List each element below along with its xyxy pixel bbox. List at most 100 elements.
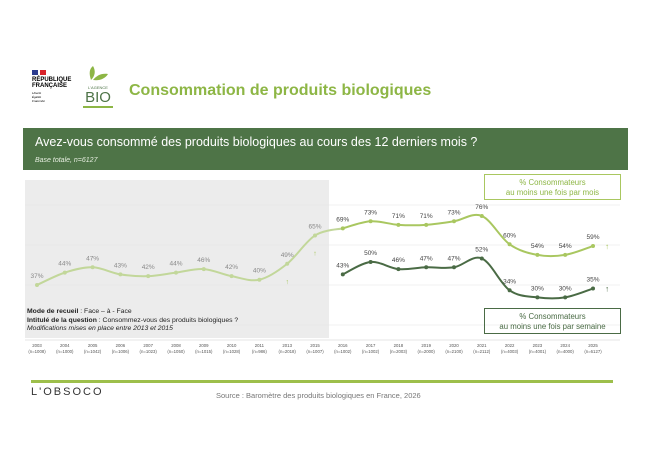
series-line-monthly: [342, 213, 594, 258]
republique-francaise-logo: RÉPUBLIQUE FRANÇAISE Liberté Égalité Fra…: [32, 70, 72, 103]
x-tick-sample-size: (n=2003): [390, 349, 408, 354]
x-tick-sample-size: (n=1008): [28, 349, 46, 354]
x-tick-sample-size: (n=1002): [334, 349, 352, 354]
data-point: [340, 272, 345, 277]
x-tick-sample-size: (n=6127): [584, 349, 602, 354]
x-tick-sample-size: (n=4003): [501, 349, 519, 354]
x-tick-label: 2021: [477, 343, 487, 348]
data-label: 52%: [475, 246, 488, 253]
footer-rule: [31, 380, 613, 383]
data-label: 44%: [169, 261, 182, 268]
x-tick-sample-size: (n=1042): [84, 349, 102, 354]
data-label: 46%: [392, 257, 405, 264]
data-label: 73%: [364, 209, 377, 216]
x-tick-label: 2022: [505, 343, 515, 348]
data-point: [368, 219, 373, 224]
x-tick-sample-size: (n=2018): [279, 349, 297, 354]
data-label: 47%: [420, 255, 433, 262]
up-arrow-icon: ↑: [605, 242, 609, 251]
leaf-icon: [89, 66, 108, 81]
x-tick-label: 2017: [366, 343, 376, 348]
data-label: 35%: [586, 277, 599, 284]
data-point: [285, 261, 290, 266]
data-label: 40%: [253, 268, 266, 275]
method-notes: Mode de recueil : Face – à - Face Intitu…: [27, 308, 238, 334]
data-label: 54%: [559, 243, 572, 250]
up-arrow-icon: ↑: [313, 250, 317, 257]
x-tick-label: 2004: [60, 343, 70, 348]
modifications-note: Modifications mises en place entre 2013 …: [27, 325, 173, 332]
question-label: Intitulé de la question: [27, 316, 97, 324]
data-label: 69%: [336, 216, 349, 223]
data-point: [479, 256, 484, 261]
question-banner: Avez-vous consommé des produits biologiq…: [23, 128, 628, 170]
data-point: [118, 272, 123, 277]
data-point: [229, 274, 234, 279]
data-label: 65%: [308, 223, 321, 230]
x-tick-sample-size: (n=2100): [445, 349, 463, 354]
x-tick-sample-size: (n=1002): [362, 349, 380, 354]
x-tick-sample-size: (n=4000): [557, 349, 575, 354]
x-tick-label: 2009: [199, 343, 209, 348]
data-point: [340, 226, 345, 231]
data-point: [424, 265, 429, 270]
data-label: 43%: [336, 262, 349, 269]
x-tick-label: 2019: [421, 343, 431, 348]
x-tick-sample-size: (n=986): [252, 349, 267, 354]
x-tick-sample-size: (n=1050): [167, 349, 185, 354]
data-point: [146, 274, 151, 279]
data-point: [452, 265, 456, 270]
data-label: 54%: [531, 243, 544, 250]
page-title: Consommation de produits biologiques: [129, 82, 432, 99]
x-tick-sample-size: (n=1015): [195, 349, 213, 354]
data-point: [313, 233, 317, 238]
data-point: [396, 222, 401, 227]
base-text: Base totale, n=6127: [35, 157, 98, 164]
data-label: 47%: [447, 255, 460, 262]
data-point: [591, 286, 595, 291]
data-point: [563, 252, 568, 257]
agence-bio-logo: L'AGENCE BIO: [83, 65, 113, 108]
data-label: 47%: [86, 255, 99, 262]
data-point: [563, 295, 568, 300]
x-tick-label: 2007: [143, 343, 153, 348]
x-tick-label: 2011: [255, 343, 265, 348]
x-tick-label: 2024: [560, 343, 570, 348]
legend-weekly: % Consommateurs au moins une fois par sem…: [484, 308, 621, 334]
x-tick-sample-size: (n=2000): [418, 349, 436, 354]
data-label: 42%: [225, 264, 238, 271]
data-point: [507, 242, 512, 247]
up-arrow-icon: ↑: [285, 279, 289, 286]
x-tick-label: 2023: [533, 343, 543, 348]
data-point: [591, 244, 595, 249]
x-tick-label: 2025: [588, 343, 598, 348]
data-label: 73%: [447, 209, 460, 216]
x-tick-label: 2006: [116, 343, 126, 348]
data-point: [452, 219, 456, 224]
data-label: 76%: [475, 204, 488, 211]
legend-monthly: % Consommateurs au moins une fois par moi…: [484, 174, 621, 200]
data-point: [257, 277, 262, 282]
data-label: 43%: [114, 262, 127, 269]
x-tick-sample-size: (n=1007): [306, 349, 324, 354]
data-label: 30%: [531, 285, 544, 292]
data-label: 71%: [392, 213, 405, 220]
data-point: [35, 283, 39, 287]
data-point: [424, 222, 429, 227]
data-point: [201, 267, 206, 272]
data-label: 71%: [420, 213, 433, 220]
data-label: 34%: [503, 278, 516, 285]
data-point: [62, 270, 67, 275]
data-label: 42%: [142, 264, 155, 271]
data-point: [507, 288, 512, 293]
x-tick-sample-size: (n=4001): [529, 349, 547, 354]
x-tick-label: 2010: [227, 343, 237, 348]
x-tick-sample-size: (n=1000): [56, 349, 74, 354]
x-tick-label: 2003: [32, 343, 42, 348]
data-point: [479, 213, 484, 218]
question-value: : Consommez-vous des produits biologique…: [96, 316, 239, 324]
x-tick-sample-size: (n=1028): [223, 349, 241, 354]
x-tick-label: 2018: [394, 343, 404, 348]
data-point: [368, 259, 373, 264]
